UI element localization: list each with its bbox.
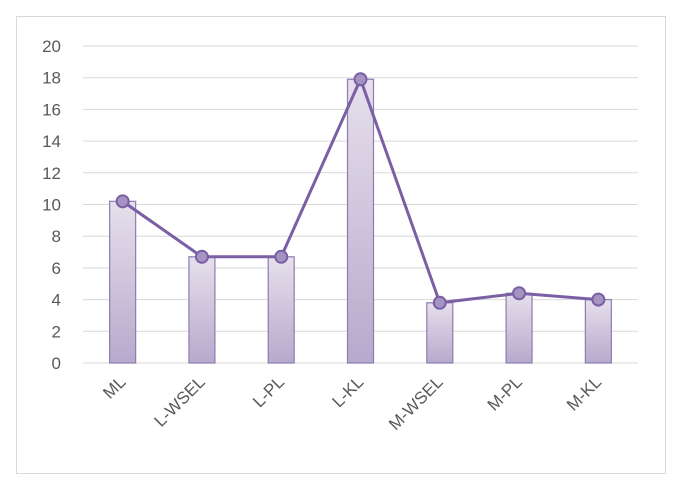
- y-tick-label: 10: [42, 196, 61, 215]
- bar-l-pl: [267, 256, 295, 364]
- x-tick-label: ML: [99, 372, 129, 402]
- y-tick-label: 12: [42, 164, 61, 183]
- y-tick-label: 6: [52, 259, 61, 278]
- x-tick-label: M-PL: [484, 372, 526, 414]
- marker-ml: [115, 194, 130, 209]
- y-tick-label: 2: [52, 322, 61, 341]
- y-tick-label: 8: [52, 227, 61, 246]
- bar-ml: [109, 200, 137, 364]
- y-tick-label: 20: [42, 37, 61, 56]
- line-markers: [115, 72, 606, 310]
- x-tick-label: M-KL: [563, 372, 605, 414]
- x-tick-label: L-PL: [249, 372, 288, 411]
- y-tick-label: 16: [42, 100, 61, 119]
- bar-l-wsel: [188, 256, 216, 364]
- y-tick-label: 14: [42, 132, 61, 151]
- y-tick-label: 4: [52, 291, 61, 310]
- bar-l-kl: [346, 78, 375, 364]
- y-tick-label: 0: [52, 354, 61, 373]
- bar-m-kl: [584, 299, 612, 364]
- y-axis-tick-labels: 0 2 4 6 8 10 12 14 16 18 20: [42, 37, 61, 373]
- bar-m-wsel: [426, 302, 454, 364]
- marker-l-kl: [353, 72, 368, 87]
- marker-m-wsel: [432, 295, 447, 310]
- y-tick-label: 18: [42, 69, 61, 88]
- marker-m-kl: [591, 292, 606, 307]
- bar-m-pl: [505, 292, 533, 364]
- x-axis-tick-labels: ML L-WSEL L-PL L-KL M-WSEL M-PL M-KL: [99, 372, 605, 434]
- x-tick-label: M-WSEL: [385, 372, 447, 434]
- marker-m-pl: [512, 286, 527, 301]
- marker-l-wsel: [194, 249, 209, 264]
- x-tick-label: L-WSEL: [151, 372, 209, 430]
- x-tick-label: L-KL: [328, 372, 367, 411]
- marker-l-pl: [274, 249, 289, 264]
- bars: [109, 78, 612, 364]
